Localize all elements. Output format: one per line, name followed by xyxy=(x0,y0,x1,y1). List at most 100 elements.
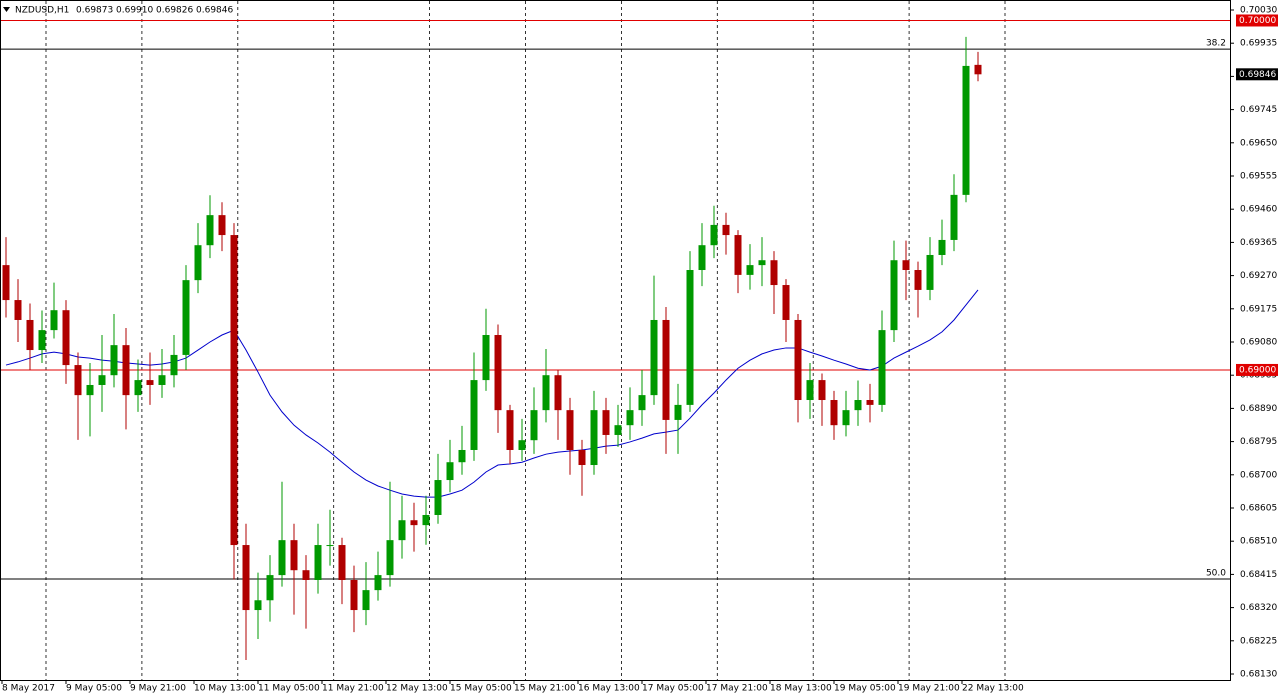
y-tick-label: 0.70030 xyxy=(1240,6,1277,16)
y-tick-label: 0.69460 xyxy=(1240,205,1277,215)
candle-body xyxy=(974,64,982,75)
candle-body xyxy=(182,280,190,355)
x-tick-label: 17 May 05:00 xyxy=(642,684,704,694)
candle-body xyxy=(854,400,862,411)
candle-body xyxy=(338,545,346,580)
candle-body xyxy=(950,194,958,240)
y-tick-label: 0.69080 xyxy=(1240,338,1277,348)
moving-average xyxy=(5,289,979,498)
candle-body xyxy=(578,449,586,466)
candle-body xyxy=(218,215,226,236)
candle-body xyxy=(158,375,166,385)
y-tick-label: 0.69175 xyxy=(1240,304,1277,314)
candle-body xyxy=(614,425,622,435)
candle-body xyxy=(314,545,322,580)
candle-body xyxy=(650,319,658,396)
x-tick-label: 10 May 13:00 xyxy=(194,684,256,694)
candle-body xyxy=(674,404,682,420)
candle-body xyxy=(542,375,550,411)
last-price-box xyxy=(1236,68,1278,81)
candle-body xyxy=(110,345,118,376)
candle-body xyxy=(134,380,142,396)
x-tick-label: 19 May 21:00 xyxy=(898,684,960,694)
candle-body xyxy=(662,319,670,420)
x-tick-label: 19 May 05:00 xyxy=(834,684,896,694)
y-tick-label: 0.69935 xyxy=(1240,39,1277,49)
header-value: 0.69826 xyxy=(156,6,193,16)
candle-body xyxy=(62,310,70,366)
candle-body xyxy=(710,224,718,246)
candle-body xyxy=(602,410,610,435)
candle-body xyxy=(554,375,562,411)
y-tick-label: 0.69270 xyxy=(1240,271,1277,281)
candle-body xyxy=(146,380,154,385)
candle-body xyxy=(470,380,478,450)
candle-body xyxy=(86,384,94,396)
y-tick-label: 0.68130 xyxy=(1240,670,1277,680)
candle-body xyxy=(290,540,298,571)
y-tick-label: 0.68415 xyxy=(1240,570,1277,580)
last-price-label: 0.69846 xyxy=(1239,70,1276,80)
candle-body xyxy=(362,590,370,611)
level-box xyxy=(1236,363,1278,376)
candle-body xyxy=(698,245,706,271)
y-tick-label: 0.69555 xyxy=(1240,172,1277,182)
candle-body xyxy=(38,330,46,351)
y-tick-label: 0.69365 xyxy=(1240,238,1277,248)
candle-body xyxy=(590,410,598,466)
x-tick-label: 11 May 05:00 xyxy=(258,684,320,694)
candle-body xyxy=(2,265,10,301)
x-tick-label: 9 May 21:00 xyxy=(130,684,186,694)
candle-body xyxy=(818,380,826,401)
menu-arrow[interactable] xyxy=(3,7,10,12)
candle-body xyxy=(302,570,310,580)
header-value: 0.69873 xyxy=(76,6,113,16)
candle-body xyxy=(50,310,58,331)
candle-body xyxy=(278,540,286,576)
candle-body xyxy=(14,300,22,320)
y-tick-label: 0.68700 xyxy=(1240,470,1277,480)
candle-body xyxy=(566,410,574,450)
candle-body xyxy=(386,540,394,576)
level-label: 0.70000 xyxy=(1239,16,1276,26)
candle-body xyxy=(350,579,358,611)
candle-body xyxy=(506,410,514,450)
candle-body xyxy=(326,545,334,547)
candle-body xyxy=(962,65,970,195)
candle-body xyxy=(842,410,850,426)
x-tick-label: 18 May 13:00 xyxy=(770,684,832,694)
candle-body xyxy=(266,575,274,601)
candle-body xyxy=(902,260,910,271)
candle-body xyxy=(230,235,238,546)
candle-body xyxy=(398,520,406,541)
candle-body xyxy=(746,265,754,275)
x-tick-label: 16 May 13:00 xyxy=(578,684,640,694)
candle-body xyxy=(638,395,646,411)
candle-body xyxy=(878,330,886,405)
candle-body xyxy=(482,335,490,381)
candle-body xyxy=(890,260,898,331)
candle-body xyxy=(518,440,526,450)
y-tick-label: 0.68320 xyxy=(1240,603,1277,613)
y-tick-label: 0.68890 xyxy=(1240,404,1277,414)
candle-body xyxy=(782,285,790,320)
candle-body xyxy=(254,600,262,611)
candle-body xyxy=(686,270,694,405)
symbol: NZDUSD,H1 xyxy=(15,6,69,16)
candle-body xyxy=(758,260,766,266)
candle-body xyxy=(914,270,922,290)
candle-body xyxy=(170,354,178,376)
y-tick-label: 0.68605 xyxy=(1240,504,1277,514)
candle-body xyxy=(494,335,502,411)
level-box xyxy=(1236,14,1278,27)
x-tick-label: 15 May 21:00 xyxy=(514,684,576,694)
candle-body xyxy=(794,319,802,401)
candle-body xyxy=(866,400,874,405)
x-tick-label: 11 May 21:00 xyxy=(322,684,384,694)
y-tick-label: 0.69745 xyxy=(1240,105,1277,115)
candle-body xyxy=(830,400,838,426)
fib-label: 38.2 xyxy=(1206,39,1226,49)
candle-body xyxy=(194,245,202,281)
